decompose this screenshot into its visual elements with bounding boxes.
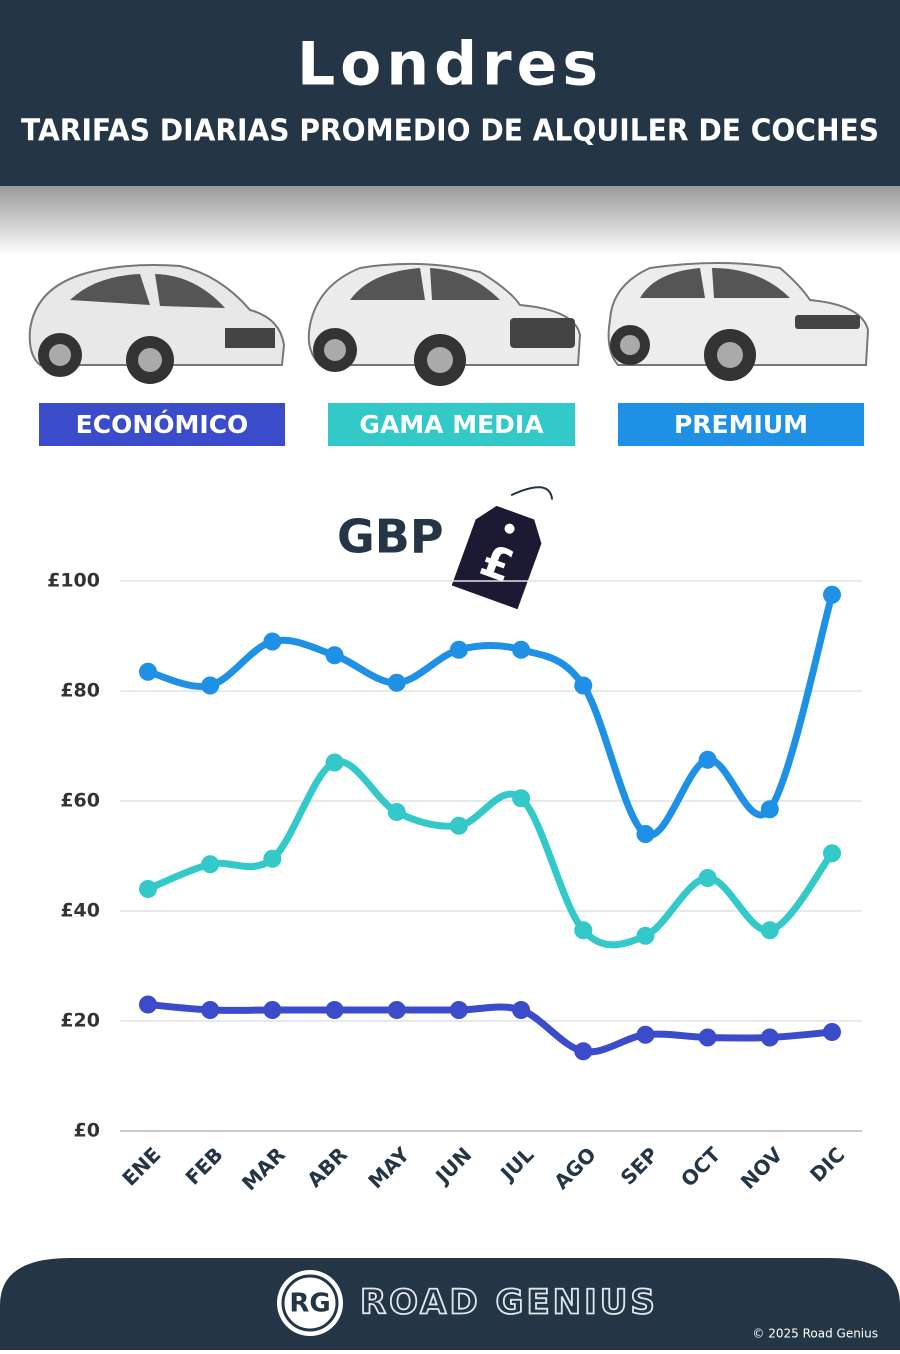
data-point	[387, 1001, 406, 1019]
header-background	[0, 0, 900, 186]
title: Londres	[297, 30, 603, 100]
data-point	[325, 646, 344, 665]
data-point	[760, 1028, 779, 1047]
subtitle: TARIFAS DIARIAS PROMEDIO DE ALQUILER DE …	[21, 114, 879, 149]
series-line	[144, 1001, 836, 1056]
x-tick-label: MAY	[363, 1142, 414, 1193]
x-tick-label: FEB	[181, 1142, 228, 1189]
x-tick-label: MAR	[237, 1142, 290, 1195]
legend-label: PREMIUM	[674, 410, 808, 439]
y-tick-label: £100	[47, 570, 100, 592]
y-tick-label: £0	[74, 1120, 100, 1142]
x-tick-label: OCT	[676, 1142, 725, 1191]
data-point	[574, 921, 593, 940]
y-tick-label: £80	[60, 680, 100, 702]
x-tick-label: AGO	[549, 1142, 601, 1194]
y-tick-label: £40	[60, 900, 100, 922]
data-point	[512, 640, 531, 659]
series-line	[144, 758, 836, 949]
data-point	[512, 789, 531, 808]
x-tick-label: DIC	[805, 1142, 849, 1186]
x-tick-label: SEP	[616, 1142, 663, 1189]
data-point	[325, 753, 344, 772]
data-point	[823, 585, 841, 604]
data-point	[823, 844, 841, 863]
logo-text: RG	[289, 1289, 330, 1319]
data-point	[325, 1001, 344, 1019]
data-point	[823, 1023, 841, 1041]
unit-label: GBP	[337, 510, 444, 564]
data-point	[201, 676, 220, 695]
data-point	[698, 869, 717, 887]
x-tick-label: NOV	[736, 1142, 788, 1194]
legend-label: ECONÓMICO	[76, 409, 249, 439]
series-line	[144, 591, 836, 839]
data-point	[201, 855, 220, 874]
y-tick-label: £60	[60, 790, 100, 812]
brand-name: ROAD GENIUS	[360, 1283, 658, 1323]
data-point	[760, 921, 779, 940]
data-point	[139, 662, 157, 681]
data-point	[449, 816, 468, 835]
data-point	[512, 1001, 531, 1019]
data-point	[449, 1001, 468, 1019]
legend-swatch	[39, 403, 285, 446]
data-point	[387, 803, 406, 821]
data-point	[263, 632, 282, 651]
data-point	[574, 1042, 593, 1061]
footer-background	[0, 1258, 900, 1350]
data-point	[574, 676, 593, 695]
car-premium	[607, 262, 870, 381]
data-point	[698, 750, 717, 769]
x-tick-label: ABR	[302, 1142, 352, 1192]
x-tick-label: ENE	[117, 1142, 165, 1190]
y-tick-label: £20	[60, 1010, 100, 1032]
data-point	[263, 1001, 282, 1019]
legend-label: GAMA MEDIA	[359, 410, 544, 439]
data-point	[139, 880, 157, 898]
car-economy	[28, 264, 286, 384]
legend-swatch	[618, 403, 864, 446]
car-midsize	[307, 262, 582, 386]
data-point	[139, 995, 157, 1014]
logo-circle	[277, 1270, 343, 1336]
data-point	[636, 1025, 655, 1044]
data-point	[636, 926, 655, 945]
data-point	[387, 673, 406, 692]
header-shadow	[0, 186, 900, 256]
data-point	[698, 1028, 717, 1047]
data-point	[449, 640, 468, 659]
copyright: © 2025 Road Genius	[752, 1327, 878, 1341]
legend-swatch	[328, 403, 575, 446]
data-point	[263, 849, 282, 868]
price-tag-icon: £	[451, 486, 554, 610]
logo-ring	[281, 1274, 339, 1332]
data-point	[636, 825, 655, 843]
x-tick-label: JUN	[429, 1142, 476, 1189]
data-point	[760, 800, 779, 819]
data-point	[201, 1001, 220, 1019]
x-tick-label: JUL	[494, 1142, 538, 1186]
